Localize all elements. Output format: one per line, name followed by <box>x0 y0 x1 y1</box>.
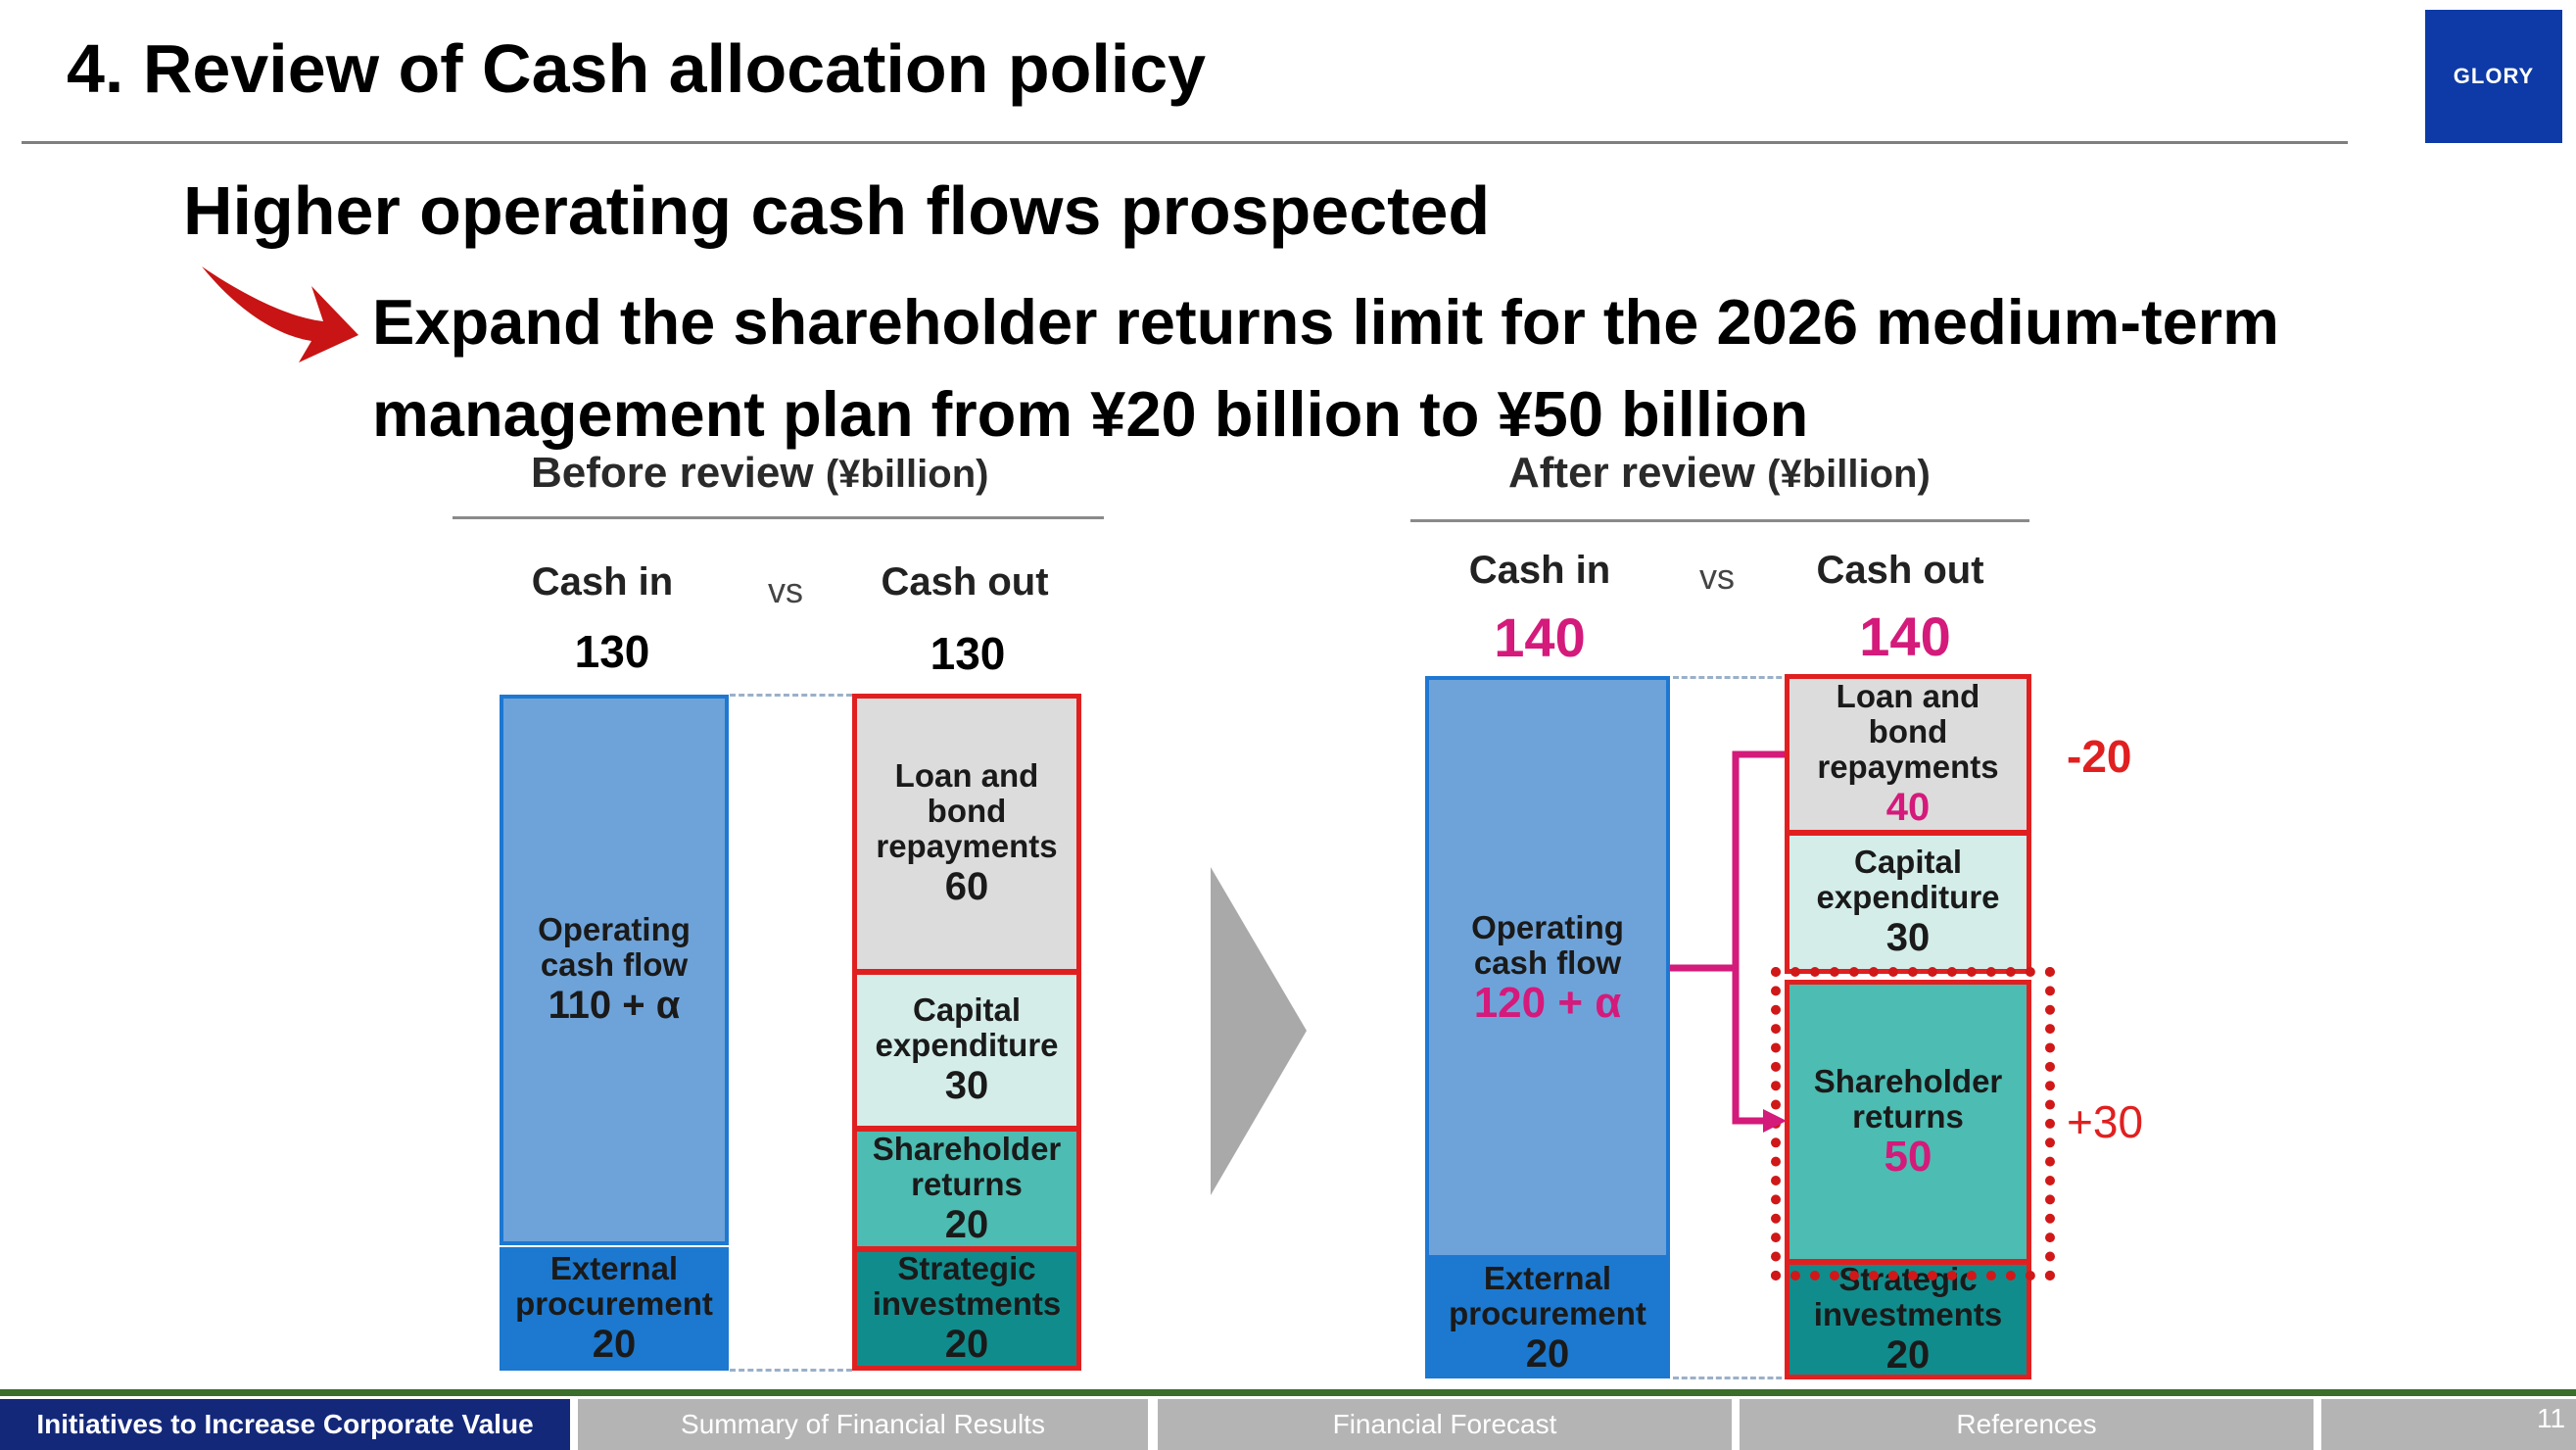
bar-label: Operating <box>1471 908 1624 945</box>
before-cash-out-header: Cash out <box>881 560 1049 604</box>
before-top-connector <box>730 694 852 697</box>
bar-label: Shareholder <box>872 1130 1062 1167</box>
footer-rule <box>0 1389 2576 1396</box>
shareholder-highlight-frame <box>1771 967 2055 1281</box>
before-cash-in-total: 130 <box>574 626 650 677</box>
tab-references[interactable]: References <box>1740 1399 2314 1450</box>
before-panel-title: Before review (¥billion) <box>531 449 988 498</box>
bar-label: Capital <box>912 991 1022 1028</box>
before-unit: (¥billion) <box>825 453 989 496</box>
bar-label: expenditure <box>875 1027 1059 1063</box>
after-cash-in-total: 140 <box>1494 606 1586 668</box>
bar-value: 110 + α <box>548 984 681 1027</box>
bar-label: External <box>549 1250 679 1286</box>
before-external-procurement-bar: External procurement 20 <box>500 1247 729 1371</box>
bar-label: Loan and <box>894 757 1039 794</box>
before-title: Before review <box>531 449 814 497</box>
bar-value: 20 <box>1525 1332 1570 1376</box>
bar-label: Shareholder <box>1813 1063 2003 1099</box>
company-logo: GLORY <box>2425 10 2562 143</box>
tab-financial-forecast[interactable]: Financial Forecast <box>1158 1399 1732 1450</box>
bar-label: returns <box>1852 1098 1964 1135</box>
bar-label: expenditure <box>1816 879 2000 915</box>
bar-label: Operating <box>538 911 691 947</box>
bar-label: bond <box>1868 713 1948 749</box>
bar-value: 40 <box>1885 786 1931 829</box>
page-number: 11 <box>2537 1403 2566 1433</box>
red-arrow-icon <box>202 266 358 362</box>
before-vs-label: vs <box>768 570 803 610</box>
bar-value: 30 <box>1885 916 1931 959</box>
loan-change-label: -20 <box>2067 731 2132 782</box>
subheadline: Expand the shareholder returns limit for… <box>372 276 2279 460</box>
bar-label: procurement <box>1449 1295 1646 1331</box>
headline: Higher operating cash flows prospected <box>183 172 1491 249</box>
subheadline-line-2: management plan from ¥20 billion to ¥50 … <box>372 378 1809 450</box>
bar-label: Loan and <box>1836 678 1980 714</box>
after-cash-out-header: Cash out <box>1816 549 1984 592</box>
after-cash-in-header: Cash in <box>1468 549 1611 592</box>
bar-value: 50 <box>1884 1133 1932 1181</box>
page-title: 4. Review of Cash allocation policy <box>67 30 1207 107</box>
bar-label: returns <box>911 1165 1023 1202</box>
bar-label: cash flow <box>540 946 689 983</box>
bar-value: 60 <box>944 865 989 908</box>
before-cash-in-header: Cash in <box>531 560 674 604</box>
bar-value: 20 <box>944 1202 989 1246</box>
after-top-connector <box>1673 676 1790 679</box>
bar-value: 20 <box>1885 1333 1931 1377</box>
bar-label: cash flow <box>1473 943 1622 981</box>
before-strategic-investments-bar: Strategic investments 20 <box>852 1247 1081 1371</box>
after-external-procurement-bar: External procurement 20 <box>1425 1259 1670 1378</box>
after-bottom-connector <box>1673 1377 1790 1379</box>
after-panel-title: After review (¥billion) <box>1508 449 1931 498</box>
tab-initiatives[interactable]: Initiatives to Increase Corporate Value <box>0 1399 570 1450</box>
bar-label: Strategic <box>897 1250 1036 1286</box>
title-divider <box>22 141 2348 144</box>
bar-label: investments <box>872 1285 1062 1322</box>
before-capital-expenditure-bar: Capital expenditure 30 <box>852 970 1081 1131</box>
reallocation-arrow-icon <box>1670 750 1787 1133</box>
after-vs-label: vs <box>1699 556 1735 597</box>
bar-value: 20 <box>944 1323 989 1366</box>
after-title: After review <box>1508 449 1755 497</box>
bar-value: 20 <box>592 1323 637 1366</box>
shareholder-change-label: +30 <box>2067 1096 2144 1147</box>
after-panel-rule <box>1410 519 2029 522</box>
footer-page-box <box>2321 1399 2576 1450</box>
after-unit: (¥billion) <box>1767 453 1931 496</box>
after-operating-cash-flow-bar: Operating cash flow 120 + α <box>1425 676 1670 1259</box>
bar-label: Capital <box>1853 844 1963 880</box>
transition-arrow-icon <box>1211 867 1307 1195</box>
bar-label: investments <box>1813 1296 2003 1332</box>
bar-label: External <box>1483 1260 1612 1296</box>
after-shareholder-returns-bar: Shareholder returns 50 <box>1785 980 2031 1264</box>
before-bottom-connector <box>730 1369 852 1372</box>
before-cash-out-total: 130 <box>930 628 1006 679</box>
before-shareholder-returns-bar: Shareholder returns 20 <box>852 1127 1081 1251</box>
bar-label: repayments <box>876 828 1058 864</box>
after-loan-repayments-bar: Loan and bond repayments 40 <box>1785 674 2031 835</box>
before-operating-cash-flow-bar: Operating cash flow 110 + α <box>500 695 729 1245</box>
tab-summary-financial-results[interactable]: Summary of Financial Results <box>578 1399 1148 1450</box>
bar-label: procurement <box>515 1285 713 1322</box>
bar-label: bond <box>927 793 1007 829</box>
after-cash-out-total: 140 <box>1859 605 1951 667</box>
bar-value: 120 + α <box>1473 978 1622 1027</box>
bar-value: 30 <box>944 1064 989 1107</box>
bar-label: repayments <box>1817 749 1999 785</box>
before-panel-rule <box>453 516 1104 519</box>
subheadline-line-1: Expand the shareholder returns limit for… <box>372 286 2279 358</box>
before-loan-repayments-bar: Loan and bond repayments 60 <box>852 694 1081 974</box>
after-capital-expenditure-bar: Capital expenditure 30 <box>1785 831 2031 974</box>
